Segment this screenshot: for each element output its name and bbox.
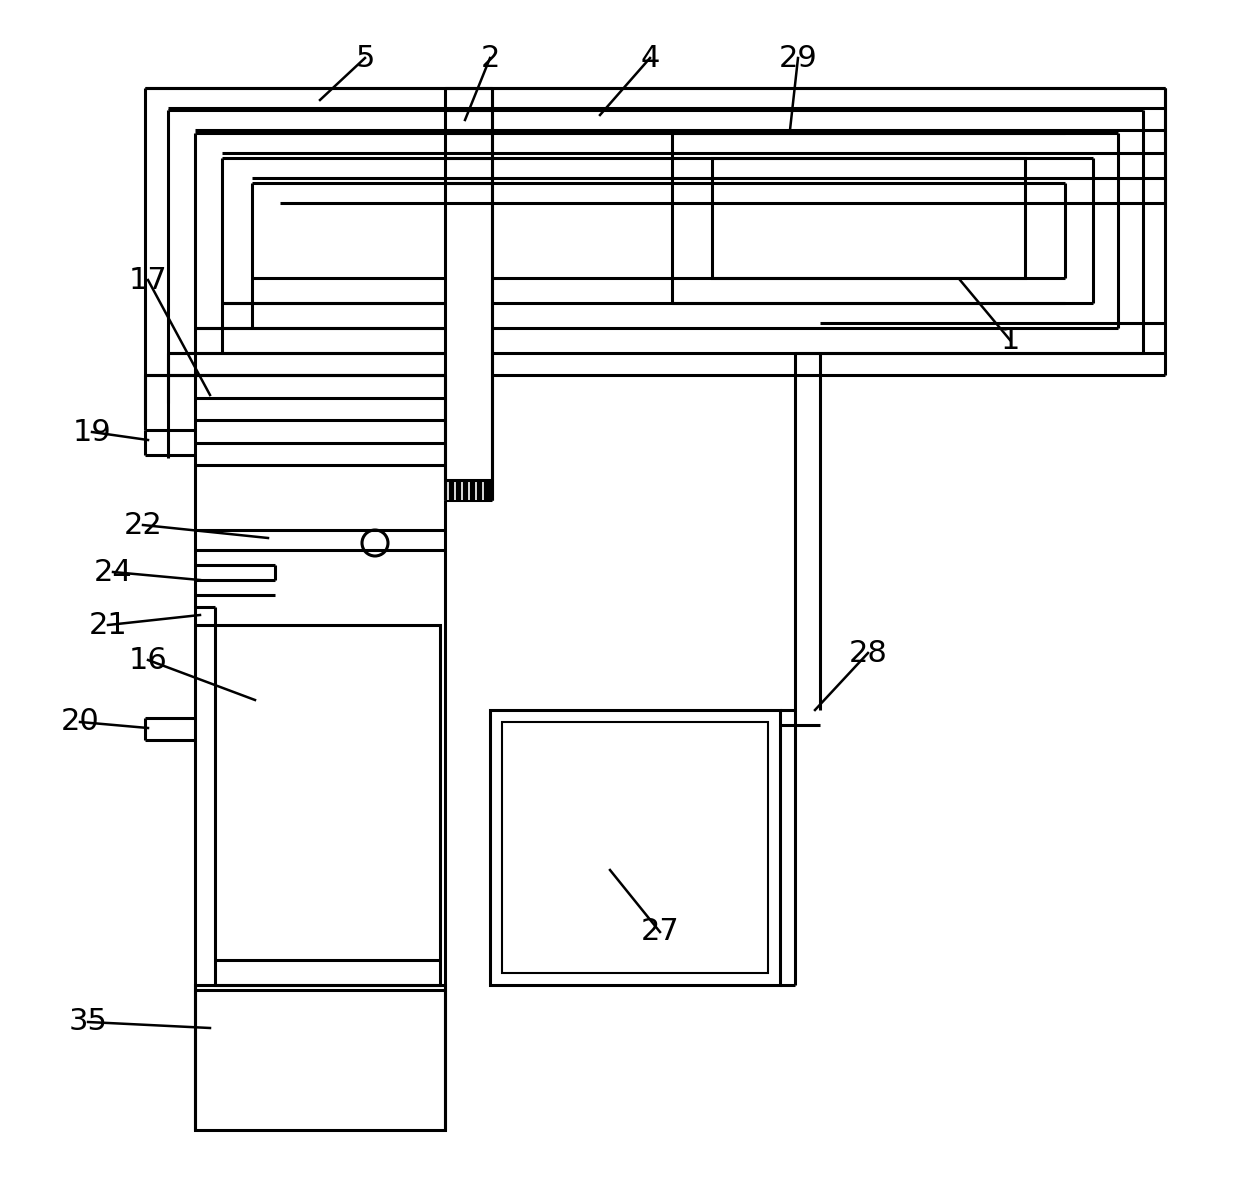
Text: 1: 1	[1001, 326, 1019, 355]
Text: 5: 5	[356, 44, 374, 73]
Text: 29: 29	[779, 44, 817, 73]
Bar	[502, 722, 768, 973]
Text: 20: 20	[61, 708, 99, 737]
Text: 17: 17	[129, 265, 167, 294]
Text: 19: 19	[73, 418, 112, 446]
Bar	[445, 482, 492, 500]
Text: 2: 2	[480, 44, 500, 73]
Bar	[215, 625, 440, 985]
Text: 22: 22	[124, 511, 162, 539]
Text: 16: 16	[129, 645, 167, 675]
Text: 35: 35	[68, 1008, 108, 1036]
Text: 4: 4	[640, 44, 660, 73]
Text: 24: 24	[94, 557, 133, 587]
Bar	[195, 985, 445, 1130]
Bar	[490, 710, 780, 985]
Text: 21: 21	[88, 610, 128, 639]
Text: 27: 27	[641, 917, 680, 946]
Text: 28: 28	[848, 639, 888, 668]
Bar	[712, 158, 1025, 278]
